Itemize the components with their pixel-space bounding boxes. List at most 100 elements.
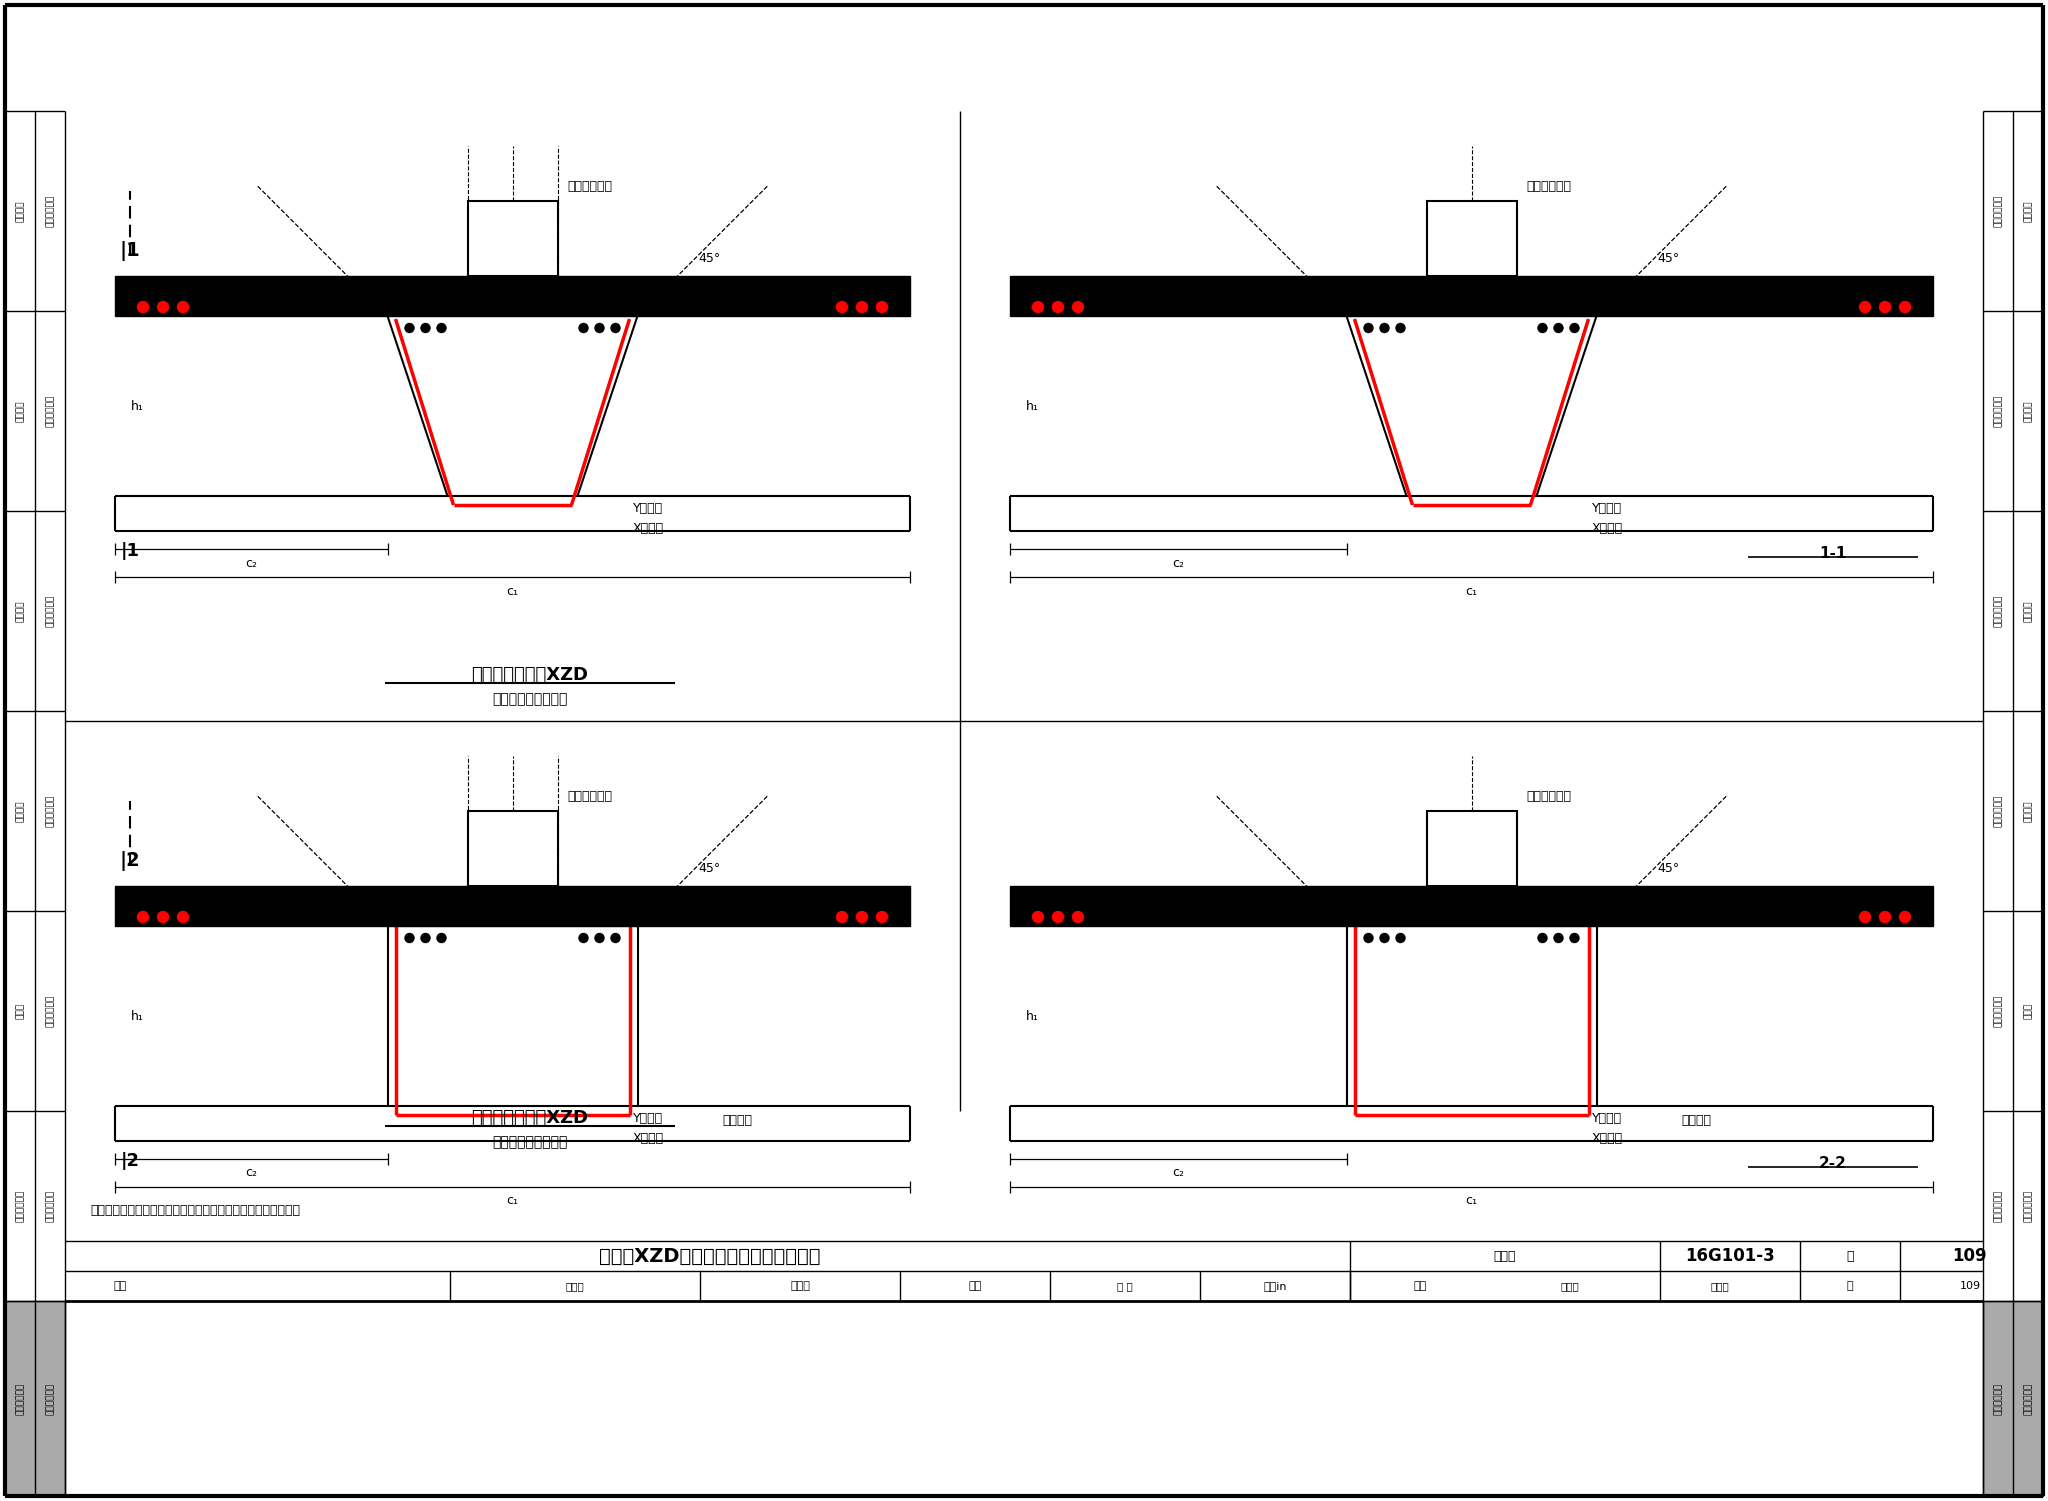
Circle shape xyxy=(610,934,621,943)
Text: 标准构造详图: 标准构造详图 xyxy=(45,995,55,1027)
Text: 矩形柱或方柱: 矩形柱或方柱 xyxy=(1526,790,1571,803)
Polygon shape xyxy=(1346,926,1597,1106)
Text: 校对: 校对 xyxy=(969,1280,981,1291)
Text: 45°: 45° xyxy=(698,862,721,875)
Text: 基础平板下柱墩XZD: 基础平板下柱墩XZD xyxy=(471,666,588,684)
Circle shape xyxy=(178,302,188,312)
Text: h₁: h₁ xyxy=(131,399,143,413)
Circle shape xyxy=(1397,934,1405,943)
Text: 水平箍筋: 水平箍筋 xyxy=(723,1115,752,1127)
Text: 45°: 45° xyxy=(698,252,721,264)
Text: lₐ: lₐ xyxy=(1493,899,1501,910)
Text: c₁: c₁ xyxy=(506,1195,518,1207)
Text: 筏形基础: 筏形基础 xyxy=(16,800,25,821)
Circle shape xyxy=(596,324,604,333)
Circle shape xyxy=(877,302,887,312)
Circle shape xyxy=(1053,911,1063,923)
Text: 条形基础: 条形基础 xyxy=(2023,600,2032,621)
Text: lₛ: lₛ xyxy=(1839,290,1847,299)
Circle shape xyxy=(436,934,446,943)
Text: Y向纵筋: Y向纵筋 xyxy=(633,501,664,515)
Text: 光天直: 光天直 xyxy=(565,1280,584,1291)
Text: lₛ: lₛ xyxy=(817,290,823,299)
Text: 龙之全: 龙之全 xyxy=(791,1280,809,1291)
Text: 一般构造: 一般构造 xyxy=(2023,200,2032,222)
Text: Y向纵筋: Y向纵筋 xyxy=(1591,1112,1622,1124)
Text: 109: 109 xyxy=(1952,1247,1987,1265)
Text: 标准构造详图: 标准构造详图 xyxy=(45,796,55,827)
Circle shape xyxy=(1032,302,1044,312)
Text: |1: |1 xyxy=(121,542,139,560)
Text: 基础相关构造: 基础相关构造 xyxy=(2023,1382,2032,1415)
Text: 基础相关构造: 基础相关构造 xyxy=(16,1382,25,1415)
Text: c₁: c₁ xyxy=(1464,1195,1477,1207)
Text: c₁: c₁ xyxy=(1464,584,1477,597)
Text: 设计: 设计 xyxy=(1413,1280,1427,1291)
Text: 基础相关构造: 基础相关构造 xyxy=(16,1190,25,1222)
Circle shape xyxy=(137,911,150,923)
Circle shape xyxy=(1880,302,1890,312)
Text: Y向纵筋: Y向纵筋 xyxy=(633,1112,664,1124)
Text: 一般构造: 一般构造 xyxy=(16,200,25,222)
Text: X向纵筋: X向纵筋 xyxy=(633,1132,664,1144)
Text: lₛ: lₛ xyxy=(297,290,303,299)
Circle shape xyxy=(422,934,430,943)
Text: lₛ: lₛ xyxy=(1192,290,1198,299)
Circle shape xyxy=(1380,324,1389,333)
Circle shape xyxy=(422,324,430,333)
Polygon shape xyxy=(387,926,637,1106)
Circle shape xyxy=(406,324,414,333)
Text: 矩形柱或方柱: 矩形柱或方柱 xyxy=(567,790,612,803)
Text: （柱墩为倒棱柱形）: （柱墩为倒棱柱形） xyxy=(492,1135,567,1148)
Text: lₐ: lₐ xyxy=(197,899,203,910)
Circle shape xyxy=(856,302,868,312)
Text: h₁: h₁ xyxy=(1026,399,1038,413)
Text: （柱墩为倒棱台形）: （柱墩为倒棱台形） xyxy=(492,692,567,705)
Circle shape xyxy=(1073,302,1083,312)
Circle shape xyxy=(1053,302,1063,312)
Text: 标准构造详图: 标准构造详图 xyxy=(45,395,55,428)
Circle shape xyxy=(836,302,848,312)
Text: lₛ: lₛ xyxy=(1839,899,1847,910)
Circle shape xyxy=(836,911,848,923)
Text: 桩基础: 桩基础 xyxy=(2023,1003,2032,1019)
Text: X向纵筋: X向纵筋 xyxy=(1591,1132,1622,1144)
Circle shape xyxy=(1032,911,1044,923)
Text: 毕飞in: 毕飞in xyxy=(1264,1280,1286,1291)
Circle shape xyxy=(137,302,150,312)
Circle shape xyxy=(1554,934,1563,943)
Text: c₁: c₁ xyxy=(506,584,518,597)
Text: 页: 页 xyxy=(1847,1280,1853,1291)
Text: |2: |2 xyxy=(121,1151,139,1169)
Text: 桩基础: 桩基础 xyxy=(16,1003,25,1019)
Bar xyxy=(467,811,557,886)
Text: lₐ: lₐ xyxy=(535,290,541,299)
Circle shape xyxy=(158,911,168,923)
Circle shape xyxy=(1571,324,1579,333)
Text: 标准构造详图: 标准构造详图 xyxy=(1993,195,2003,227)
Text: X向纵筋: X向纵筋 xyxy=(633,521,664,534)
Circle shape xyxy=(1880,911,1890,923)
Text: 2-2: 2-2 xyxy=(1819,1156,1847,1171)
Text: 何書朗: 何書朗 xyxy=(1710,1280,1729,1291)
Polygon shape xyxy=(387,317,637,495)
Bar xyxy=(1427,811,1516,886)
Text: 图集号: 图集号 xyxy=(1493,1249,1516,1262)
Circle shape xyxy=(1538,324,1546,333)
Text: lₐ: lₐ xyxy=(1092,290,1098,299)
Text: 矩形柱或方柱: 矩形柱或方柱 xyxy=(1526,180,1571,192)
Circle shape xyxy=(1364,934,1372,943)
Bar xyxy=(1010,886,1933,926)
Text: 45°: 45° xyxy=(1657,862,1679,875)
Circle shape xyxy=(1860,302,1870,312)
Text: lₛ: lₛ xyxy=(297,899,303,910)
Circle shape xyxy=(580,934,588,943)
Text: 标准构造详图: 标准构造详图 xyxy=(1993,796,2003,827)
Text: 109: 109 xyxy=(1960,1280,1980,1291)
Circle shape xyxy=(1898,302,1911,312)
Text: 标准构造详图: 标准构造详图 xyxy=(1993,395,2003,428)
Text: 标准构造详图: 标准构造详图 xyxy=(1993,1382,2003,1415)
Text: 标准构造详图: 标准构造详图 xyxy=(45,1190,55,1222)
Text: 45°: 45° xyxy=(1657,252,1679,264)
Circle shape xyxy=(158,302,168,312)
